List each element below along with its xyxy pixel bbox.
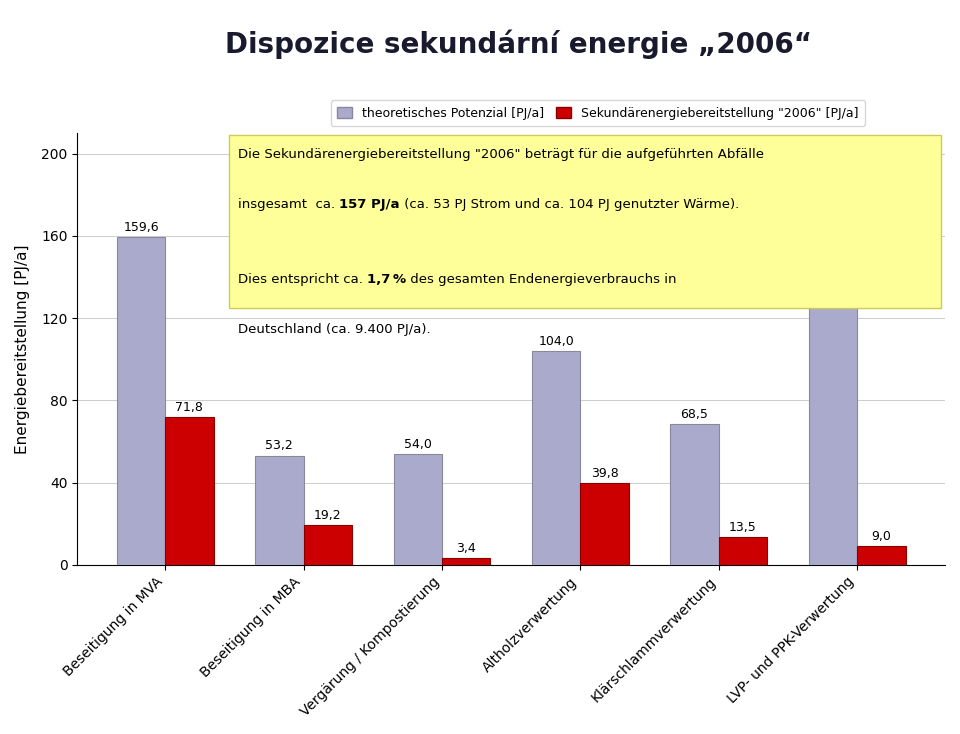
Bar [581,483,629,565]
Text: Deutschland (ca. 9.400 PJ/a).: Deutschland (ca. 9.400 PJ/a). [238,323,430,336]
Bar [165,417,214,565]
Bar [255,456,303,565]
Text: insgesamt  ca.: insgesamt ca. [238,197,339,211]
Text: 54,0: 54,0 [404,437,432,451]
Text: 13,5: 13,5 [729,521,756,534]
Text: 1,7 %: 1,7 % [367,273,406,286]
Text: 9,0: 9,0 [872,531,891,543]
Text: 53,2: 53,2 [266,440,293,452]
Bar [117,236,165,565]
FancyBboxPatch shape [229,135,941,308]
Text: des gesamten Endenergieverbrauchs in: des gesamten Endenergieverbrauchs in [406,273,677,286]
Text: 151,9: 151,9 [815,236,851,250]
Text: (ca. 53 PJ Strom und ca. 104 PJ genutzter Wärme).: (ca. 53 PJ Strom und ca. 104 PJ genutzte… [399,197,739,211]
Bar [808,252,857,565]
Text: 3,4: 3,4 [456,542,476,555]
Bar [442,558,491,565]
Bar [670,424,719,565]
Text: 104,0: 104,0 [539,335,574,348]
Bar [394,454,442,565]
Text: 159,6: 159,6 [123,221,158,233]
Text: 157 PJ/a: 157 PJ/a [339,197,399,211]
Legend: theoretisches Potenzial [PJ/a], Sekundärenergiebereitstellung "2006" [PJ/a]: theoretisches Potenzial [PJ/a], Sekundär… [330,101,865,126]
Bar [719,537,767,565]
Text: 19,2: 19,2 [314,509,342,523]
Bar [857,546,905,565]
Text: Dies entspricht ca.: Dies entspricht ca. [238,273,367,286]
Text: 39,8: 39,8 [590,467,618,480]
Text: Die Sekundärenergiebereitstellung "2006" beträgt für die aufgeführten Abfälle: Die Sekundärenergiebereitstellung "2006"… [238,148,764,161]
Y-axis label: Energiebereitstellung [PJ/a]: Energiebereitstellung [PJ/a] [15,244,30,454]
Text: 71,8: 71,8 [176,401,204,414]
Bar [303,526,352,565]
Text: 68,5: 68,5 [681,408,708,421]
Bar [532,351,581,565]
Text: Dispozice sekundární energie „2006“: Dispozice sekundární energie „2006“ [225,29,812,59]
